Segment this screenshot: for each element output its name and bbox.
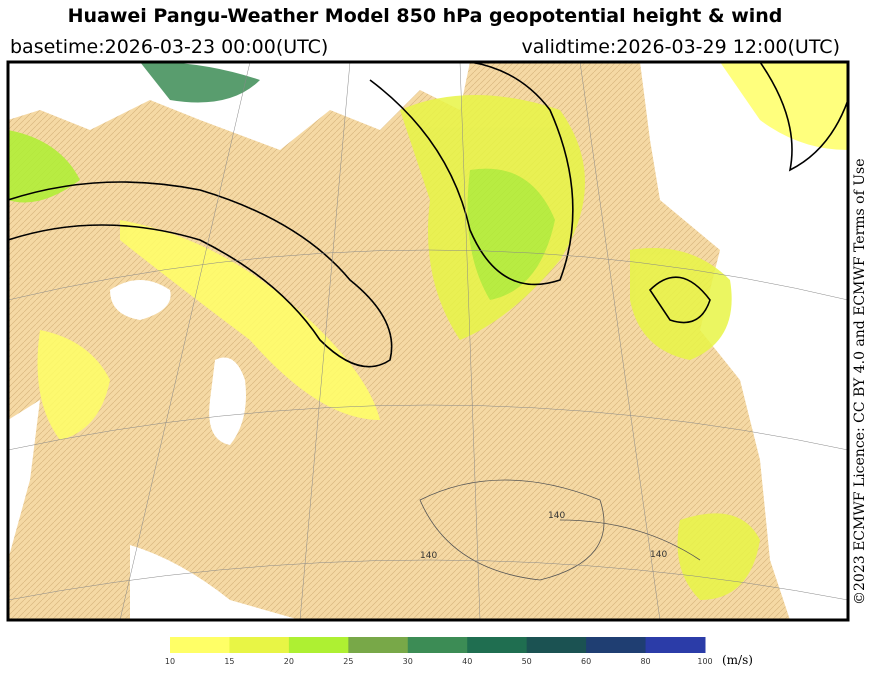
validtime: validtime:2026-03-29 12:00(UTC) bbox=[521, 36, 840, 58]
colorbar-unit: (m/s) bbox=[722, 653, 753, 667]
arabian-sea bbox=[130, 545, 300, 620]
colorbar-swatch bbox=[288, 637, 349, 653]
colorbar-tick-label: 80 bbox=[640, 657, 650, 666]
black-sea bbox=[110, 280, 171, 320]
colorbar-tick-label: 100 bbox=[697, 657, 712, 666]
colorbar-tick-label: 50 bbox=[522, 657, 532, 666]
colorbar-tick-label: 20 bbox=[284, 657, 294, 666]
height-contours bbox=[8, 62, 848, 368]
colorbar-swatch bbox=[170, 637, 230, 653]
colorbar-swatch bbox=[645, 637, 706, 653]
colorbar-tick-label: 30 bbox=[403, 657, 413, 666]
colorbar-tick-label: 15 bbox=[224, 657, 234, 666]
colorbar-tick-label: 25 bbox=[343, 657, 353, 666]
colorbar-swatch bbox=[586, 637, 647, 653]
graticule bbox=[8, 62, 848, 620]
title: Huawei Pangu-Weather Model 850 hPa geopo… bbox=[68, 5, 783, 27]
colorbar-swatch bbox=[229, 637, 290, 653]
colorbar-swatch bbox=[348, 637, 409, 653]
colorbar-tick-label: 40 bbox=[462, 657, 472, 666]
colorbar-swatch bbox=[407, 637, 468, 653]
contour-label: 140 bbox=[650, 550, 667, 560]
colorbar-tick-label: 60 bbox=[581, 657, 591, 666]
basetime: basetime:2026-03-23 00:00(UTC) bbox=[10, 36, 328, 58]
contour-label: 140 bbox=[420, 551, 437, 561]
red-sea bbox=[8, 400, 40, 560]
arctic-sea bbox=[8, 62, 470, 150]
contour-label: 140 bbox=[548, 511, 565, 521]
colorbar-tick-label: 10 bbox=[165, 657, 175, 666]
colorbar: 10 15 20 25 30 40 50 60 80 100 bbox=[165, 637, 713, 666]
credit: ©2023 ECMWF Licence: CC BY 4.0 and ECMWF… bbox=[852, 159, 868, 606]
pacific-sea bbox=[640, 62, 848, 620]
caspian-sea bbox=[209, 357, 246, 445]
terrain-contours bbox=[419, 479, 701, 581]
map: 140 140 140 bbox=[8, 62, 848, 620]
colorbar-swatch bbox=[467, 637, 528, 653]
colorbar-swatch bbox=[526, 637, 587, 653]
wind-shading bbox=[8, 62, 848, 600]
map-frame bbox=[6, 60, 850, 622]
